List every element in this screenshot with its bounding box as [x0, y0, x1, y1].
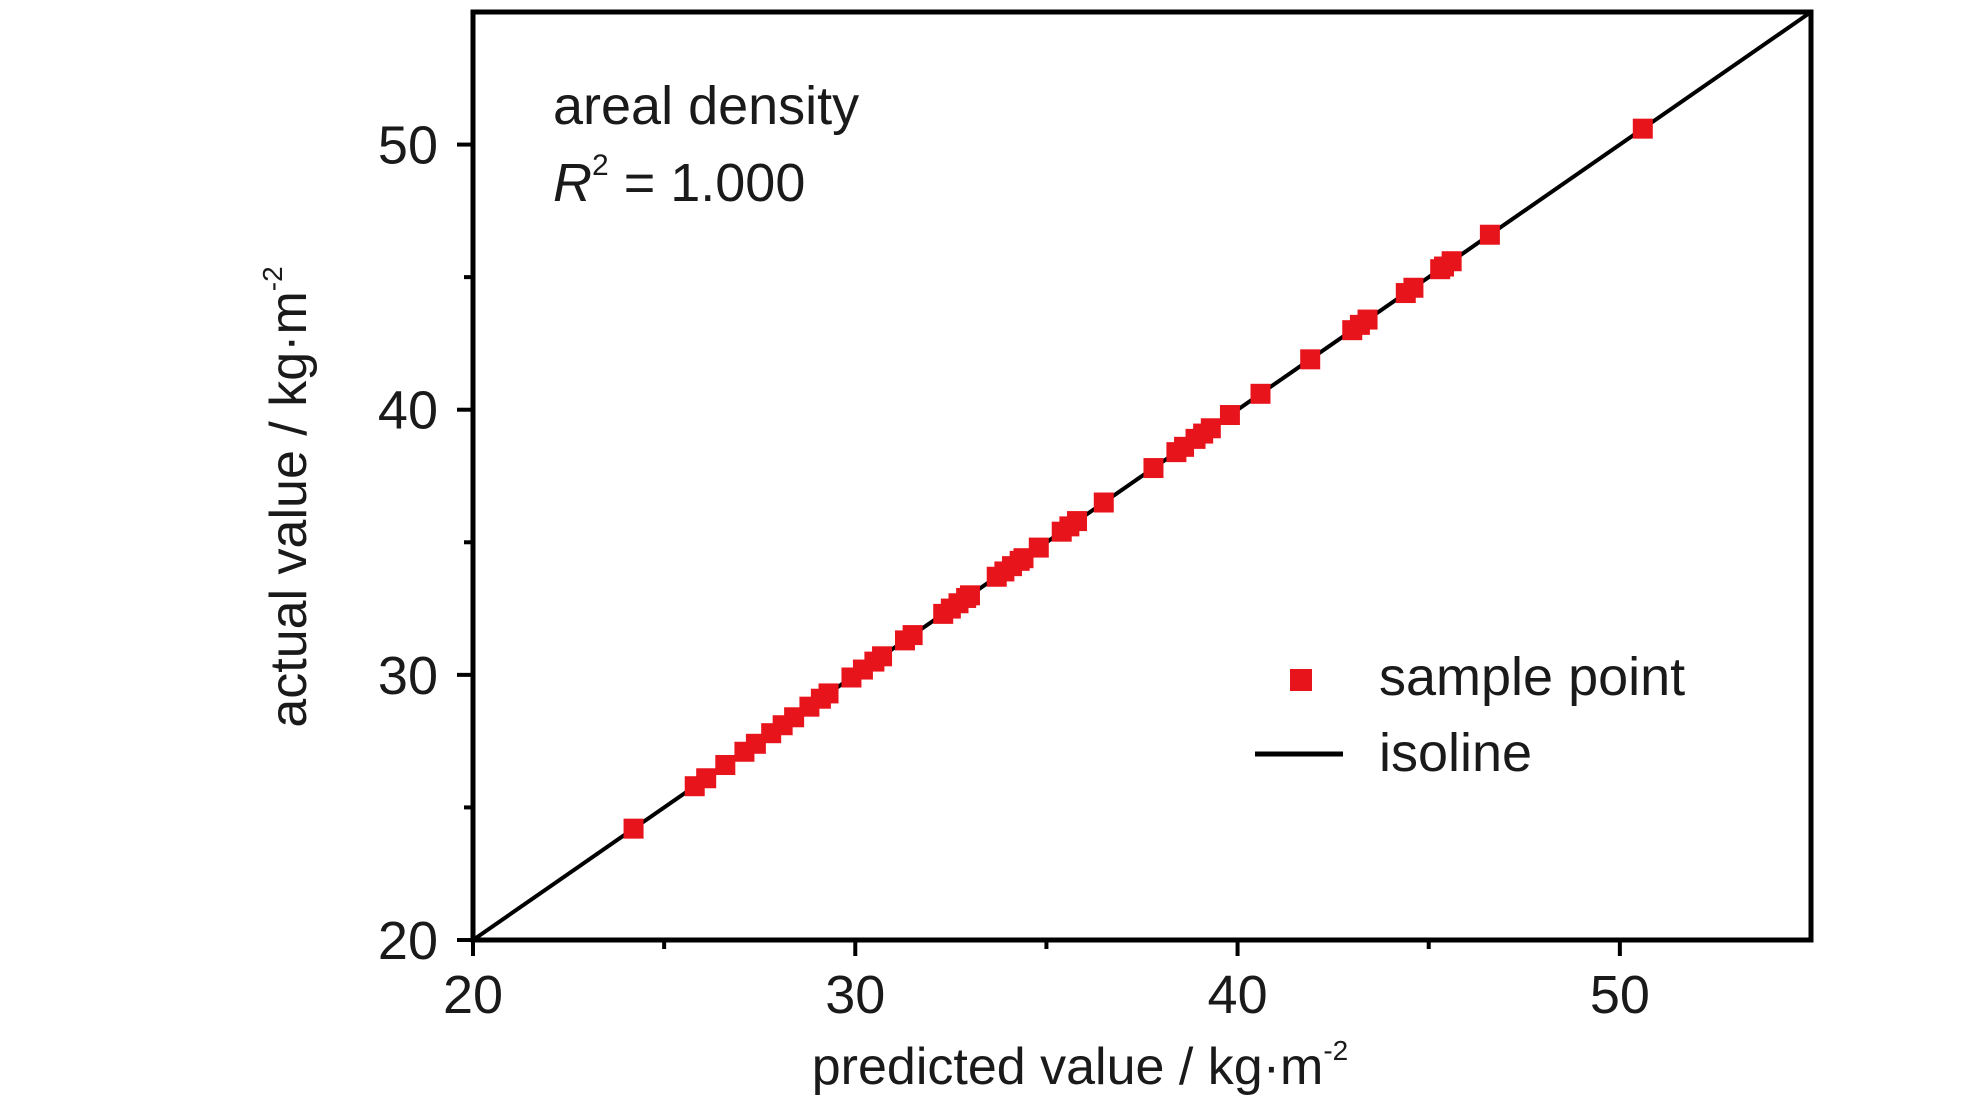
sample-point — [1093, 492, 1114, 513]
y-tick-label: 20 — [378, 911, 438, 971]
y-tick-label: 30 — [378, 646, 438, 706]
plot-frame — [470, 9, 1814, 943]
sample-point — [1028, 537, 1049, 558]
y-axis-label: actual value / kg·m-2 — [257, 266, 318, 727]
sample-point — [784, 707, 805, 728]
r-symbol: R — [553, 153, 592, 213]
sample-point — [1013, 548, 1034, 569]
x-tick-label: 40 — [1208, 965, 1268, 1025]
r-value: = 1.000 — [609, 153, 806, 213]
sample-point — [1357, 309, 1378, 330]
sample-point — [902, 625, 923, 646]
sample-point — [715, 755, 736, 776]
r-superscript: 2 — [592, 149, 609, 182]
sample-point — [1250, 383, 1271, 404]
sample-point — [872, 646, 893, 667]
legend-label-sample-point: sample point — [1379, 647, 1685, 707]
y-axis-label-superscript: -2 — [257, 266, 288, 291]
x-axis-label: predicted value / kg·m-2 — [812, 1035, 1348, 1096]
x-tick-label: 20 — [443, 965, 503, 1025]
sample-point — [1067, 511, 1088, 532]
plot-area — [471, 10, 1813, 942]
sample-point — [1300, 349, 1321, 370]
y-axis-label-text: actual value / kg·m — [260, 291, 318, 727]
axes: 20 30 40 50 20 30 40 50 — [378, 9, 1814, 1025]
sample-point — [1632, 118, 1653, 139]
x-axis-label-superscript: -2 — [1323, 1035, 1348, 1066]
sample-point — [1143, 458, 1164, 479]
annotation-r-squared: R2 = 1.000 — [553, 149, 805, 213]
x-axis-label-text: predicted value / kg·m — [812, 1038, 1324, 1096]
sample-point — [623, 818, 644, 839]
sample-point — [1441, 251, 1462, 272]
sample-point — [1403, 277, 1424, 298]
sample-point — [818, 683, 839, 704]
legend-marker-sample-point — [1290, 669, 1312, 691]
legend-label-isoline: isoline — [1379, 723, 1532, 783]
sample-point — [745, 733, 766, 754]
sample-point — [1479, 224, 1500, 245]
x-tick-label: 30 — [825, 965, 885, 1025]
annotation-title: areal density — [553, 76, 859, 136]
y-tick-label: 50 — [378, 116, 438, 176]
sample-point — [1219, 405, 1240, 426]
y-tick-label: 40 — [378, 381, 438, 441]
sample-point — [696, 768, 717, 789]
x-tick-label: 50 — [1590, 965, 1650, 1025]
legend: sample point isoline — [1255, 647, 1685, 783]
isoline — [471, 10, 1813, 942]
sample-point — [1200, 418, 1221, 439]
sample-point — [959, 585, 980, 606]
